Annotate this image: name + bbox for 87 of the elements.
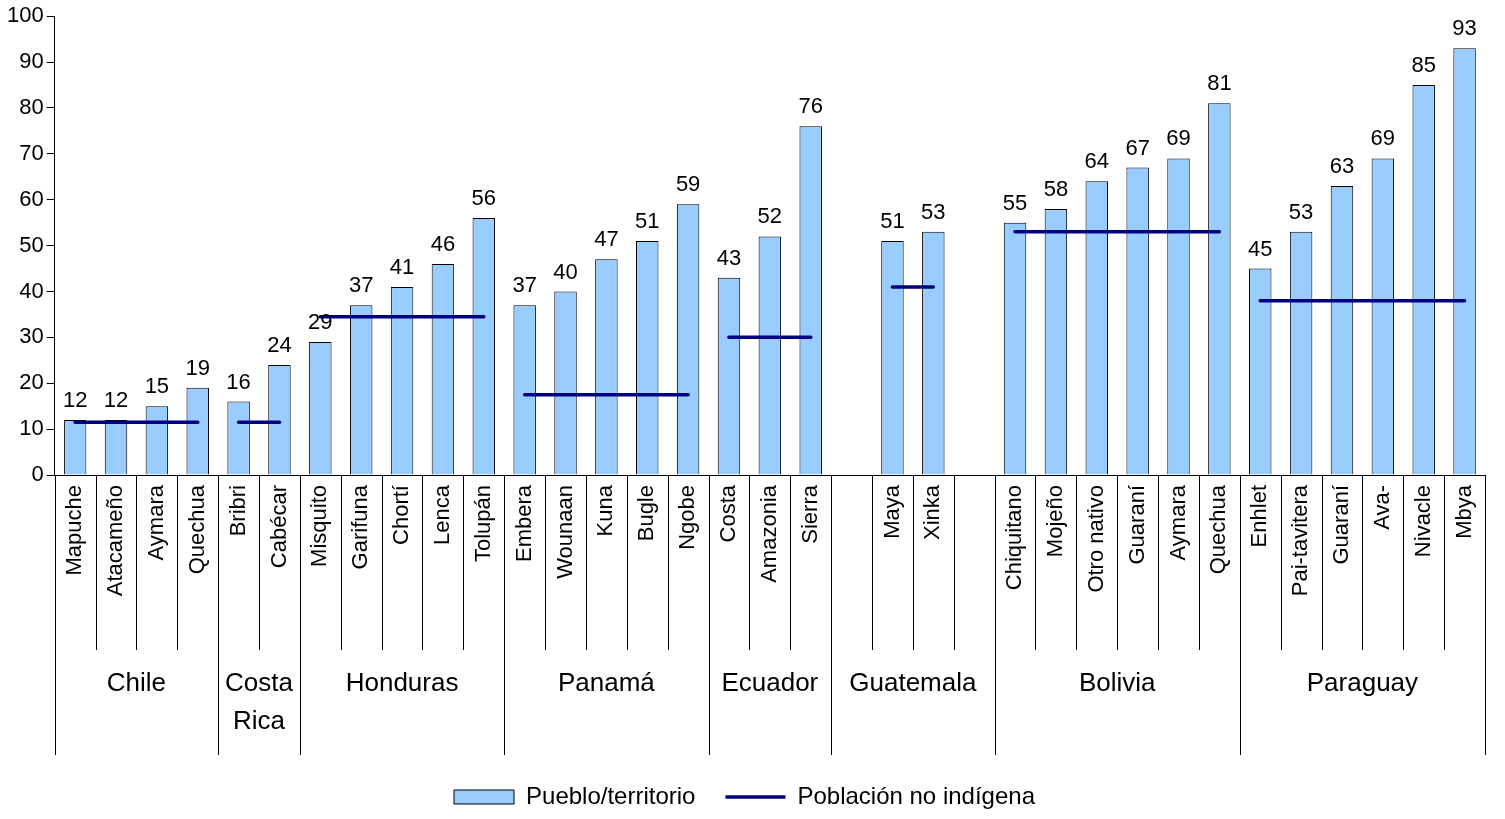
x-tick-label: Nivacle <box>1409 485 1435 558</box>
text: Guatemala <box>849 667 978 698</box>
data-label: 81 <box>1207 70 1232 96</box>
data-label: 69 <box>1370 125 1396 151</box>
x-tick-label: Mapuche <box>61 485 87 576</box>
y-tick-label: 70 <box>19 139 44 165</box>
x-tick-label: Chortí <box>388 485 414 545</box>
x-tick-label: Ngobe <box>674 485 700 550</box>
data-label: 58 <box>1043 175 1069 201</box>
data-label: 15 <box>144 373 170 399</box>
x-tick-label: Enhlet <box>1246 485 1272 548</box>
y-tick-label: 60 <box>19 185 44 211</box>
x-tick-label: Guaraní <box>1123 485 1149 565</box>
data-label: 12 <box>62 387 88 413</box>
data-label: 46 <box>430 231 456 257</box>
x-tick-label: Quechua <box>183 484 209 575</box>
y-tick-label: 30 <box>19 323 44 349</box>
y-tick-label: 80 <box>19 94 44 120</box>
x-tick-label: Garifuna <box>347 484 373 570</box>
x-tick-label: Costa <box>715 484 741 543</box>
x-tick-label: Aymara <box>142 484 168 561</box>
text: Ecuador <box>721 667 819 698</box>
text: Honduras <box>345 667 459 698</box>
data-label: 16 <box>226 368 251 394</box>
x-tick-label: Tolupán <box>469 485 495 563</box>
data-label: 59 <box>675 171 701 197</box>
x-tick-label: Ava- <box>1368 485 1394 530</box>
x-tick-label: Bugle <box>633 485 659 542</box>
y-tick-label: 0 <box>31 461 44 487</box>
data-label: 51 <box>880 208 905 234</box>
x-tick-label: Embera <box>510 484 536 563</box>
x-tick-label: Amazonia <box>755 484 781 583</box>
text: Bolivia <box>1078 667 1157 698</box>
data-label: 45 <box>1248 235 1273 261</box>
x-tick-label: Guaraní <box>1328 485 1354 565</box>
y-tick-label: 20 <box>19 369 44 395</box>
x-tick-label: Bribri <box>224 485 250 537</box>
x-tick-label: Chiquitano <box>1001 485 1027 591</box>
x-tick-label: Xinka <box>919 484 945 541</box>
x-tick-label: Mojeño <box>1041 485 1067 558</box>
text: Panamá <box>557 667 656 698</box>
y-tick-label: 40 <box>19 277 44 303</box>
legend-label: Pueblo/territorio <box>526 781 696 809</box>
x-tick-label: Pai-tavitera <box>1287 484 1313 597</box>
data-label: 53 <box>1288 198 1314 224</box>
x-tick-label: Maya <box>878 484 904 539</box>
text: Costa Rica <box>225 667 294 736</box>
data-label: 47 <box>594 226 619 252</box>
data-label: 64 <box>1084 148 1110 174</box>
x-tick-label: Mbya <box>1450 484 1476 539</box>
data-label: 29 <box>308 309 333 335</box>
data-label: 43 <box>716 244 742 270</box>
data-label: 12 <box>103 387 129 413</box>
x-tick-label: Sierra <box>796 484 822 544</box>
x-tick-label: Atacameño <box>102 485 128 597</box>
data-label: 53 <box>921 198 946 224</box>
y-tick-label: 90 <box>19 48 44 74</box>
text: Chile <box>106 667 167 698</box>
y-tick-label: 10 <box>19 415 44 441</box>
x-tick-label: Wounaan <box>551 485 577 579</box>
data-label: 76 <box>798 93 823 119</box>
data-label: 67 <box>1125 134 1150 160</box>
data-label: 56 <box>471 185 497 211</box>
data-label: 37 <box>348 272 374 298</box>
data-label: 24 <box>267 331 292 357</box>
data-label: 37 <box>512 272 537 298</box>
data-label: 41 <box>389 253 415 279</box>
text: Paraguay <box>1306 667 1419 698</box>
data-label: 19 <box>185 354 210 380</box>
y-tick-label: 100 <box>6 2 44 28</box>
x-tick-label: Misquito <box>306 485 332 567</box>
data-label: 93 <box>1452 15 1477 41</box>
x-tick-label: Lenca <box>428 484 454 545</box>
x-tick-label: Aymara <box>1164 484 1190 561</box>
data-label: 85 <box>1411 52 1436 78</box>
legend-label: Población no indígena <box>797 781 1036 809</box>
data-label: 51 <box>635 208 660 234</box>
data-label: 55 <box>1002 189 1028 215</box>
data-label: 40 <box>553 258 578 284</box>
x-tick-label: Kuna <box>592 484 618 537</box>
y-tick-label: 50 <box>19 231 44 257</box>
data-label: 63 <box>1329 153 1355 179</box>
data-label: 52 <box>757 203 783 229</box>
data-label: 69 <box>1166 125 1191 151</box>
x-tick-label: Quechua <box>1205 484 1231 575</box>
x-tick-label: Cabécar <box>265 485 291 569</box>
x-tick-label: Otro nativo <box>1082 485 1108 593</box>
